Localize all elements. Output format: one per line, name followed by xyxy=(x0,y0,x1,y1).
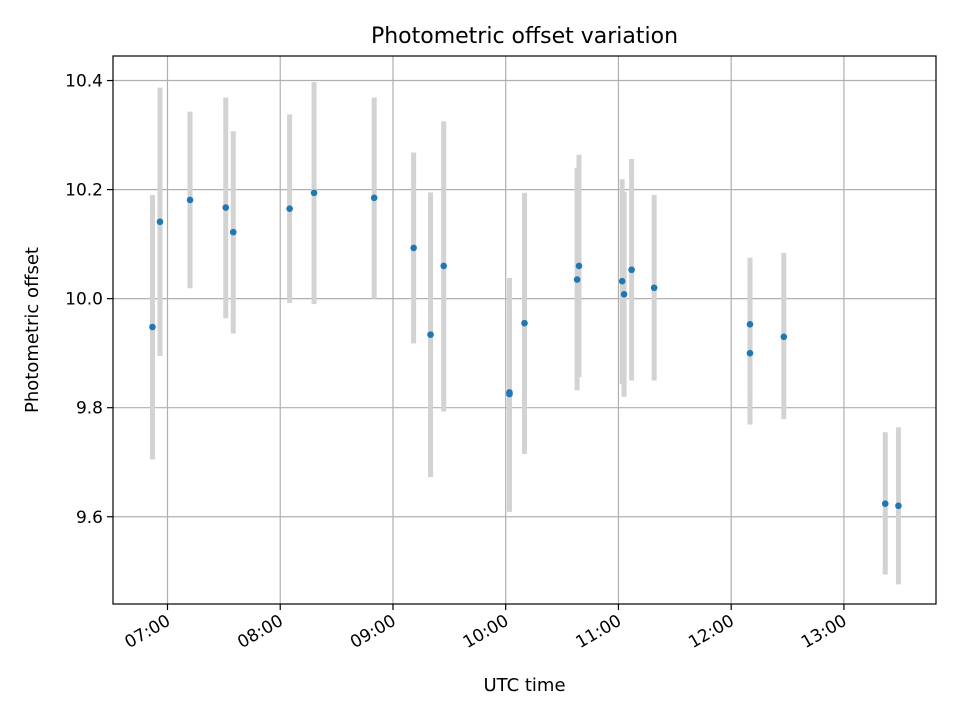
y-tick-label: 10.2 xyxy=(65,181,103,201)
data-point xyxy=(895,502,902,510)
data-point xyxy=(881,500,889,507)
data-point xyxy=(650,284,658,292)
y-axis: 9.6 9.8 10.0 10.2 10.4 xyxy=(65,72,113,528)
data-point xyxy=(573,276,581,283)
data-point xyxy=(628,266,635,274)
data-point xyxy=(222,204,230,211)
data-point xyxy=(746,349,754,357)
data-point xyxy=(427,331,434,338)
data-point xyxy=(746,320,754,328)
y-tick-label: 10.4 xyxy=(65,72,103,92)
y-tick-label: 9.6 xyxy=(76,508,103,528)
data-point xyxy=(310,189,318,197)
data-point xyxy=(575,262,583,270)
x-axis-label: UTC time xyxy=(483,675,565,696)
data-point xyxy=(780,333,788,341)
data-point xyxy=(370,194,378,202)
data-point xyxy=(156,218,164,226)
data-point xyxy=(229,228,237,236)
data-point xyxy=(521,319,528,327)
data-point xyxy=(410,244,417,252)
data-point xyxy=(440,262,448,270)
data-points xyxy=(149,189,902,510)
data-point xyxy=(149,323,156,331)
y-tick-label: 9.8 xyxy=(76,399,103,419)
plot-frame xyxy=(112,55,937,605)
data-point xyxy=(506,390,513,398)
chart-title: Photometric offset variation xyxy=(371,24,678,49)
data-point xyxy=(186,196,194,204)
y-tick-label: 10.0 xyxy=(65,290,103,310)
data-point xyxy=(286,205,293,212)
data-point xyxy=(620,290,628,298)
y-axis-label: Photometric offset xyxy=(22,247,43,413)
data-point xyxy=(618,277,626,285)
